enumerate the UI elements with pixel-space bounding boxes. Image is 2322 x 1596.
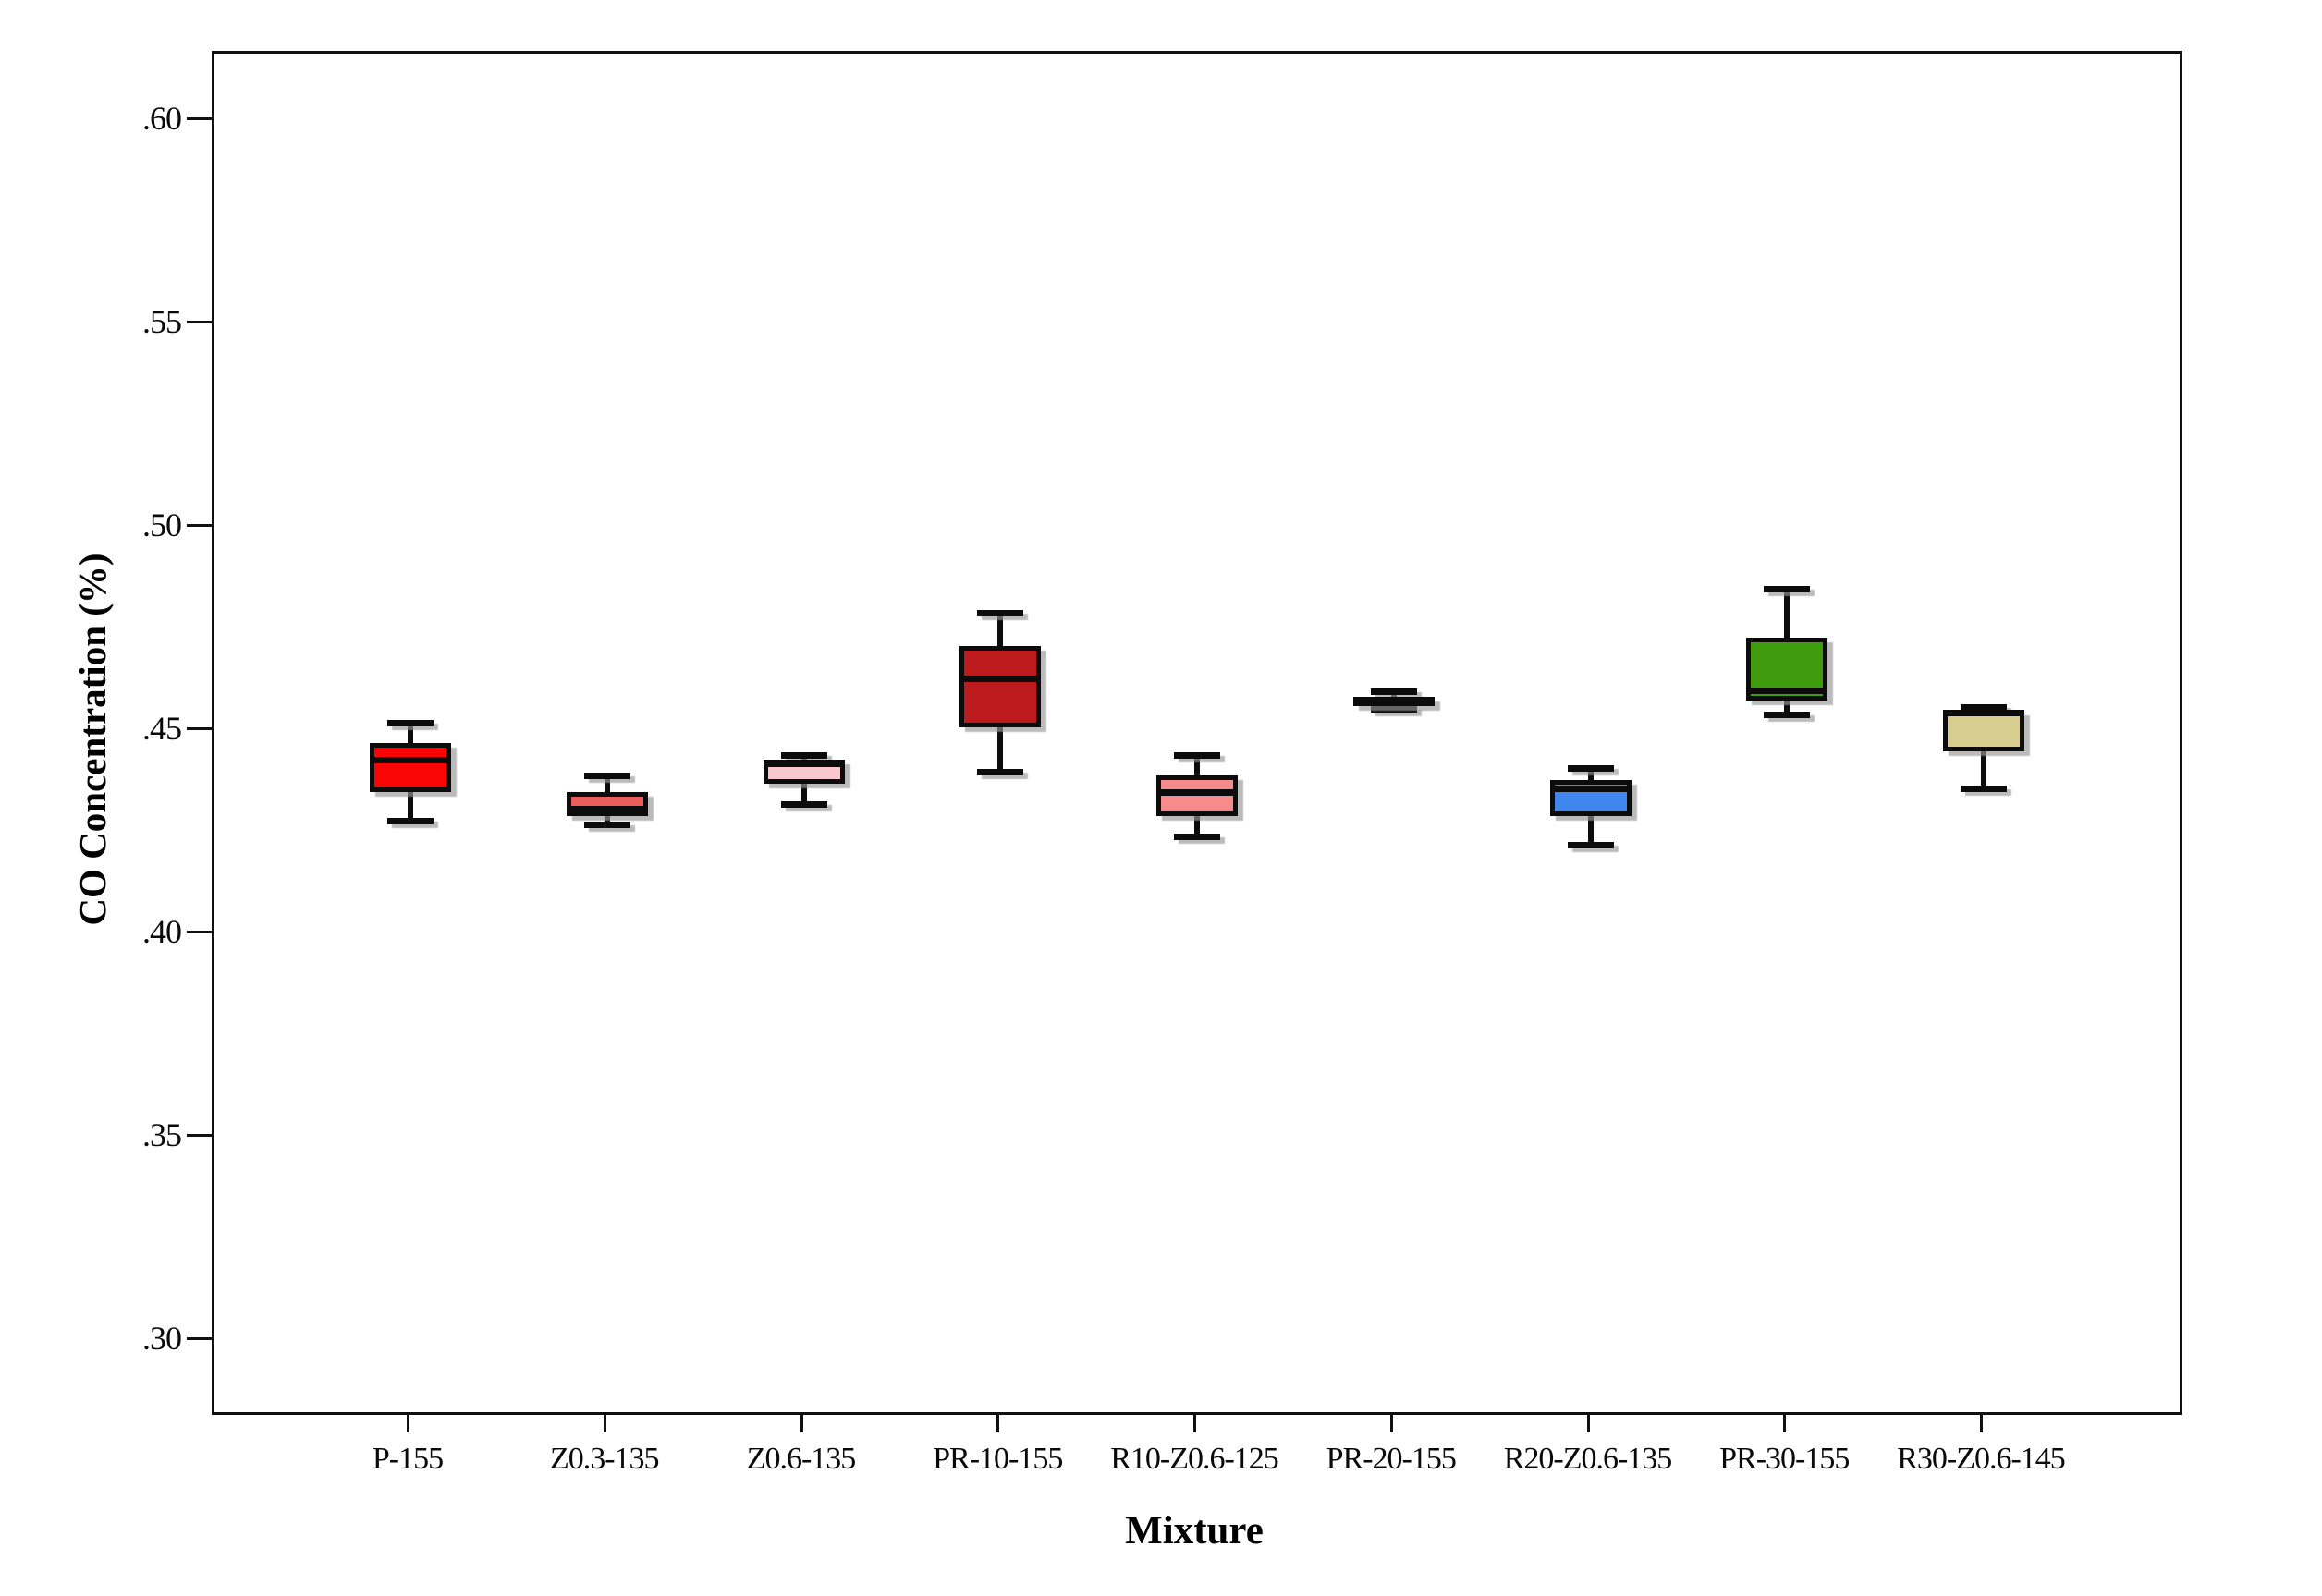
y-tick-mark: [187, 931, 212, 933]
y-tick-mark: [187, 1134, 212, 1137]
boxplot-box: [1943, 711, 2024, 751]
boxplot-box: [566, 792, 648, 817]
median-line: [370, 756, 451, 763]
upper-whisker: [1784, 589, 1790, 638]
y-tick-mark: [187, 117, 212, 121]
upper-whisker-cap: [1567, 764, 1614, 772]
boxplot-box: [370, 743, 451, 793]
lower-whisker-cap: [1370, 705, 1417, 713]
median-line: [1352, 697, 1435, 704]
upper-whisker-cap: [977, 610, 1024, 617]
upper-whisker-cap: [780, 752, 827, 760]
lower-whisker-cap: [1567, 842, 1614, 849]
upper-whisker: [1587, 767, 1594, 780]
lower-whisker: [1784, 701, 1790, 715]
x-tick-mark: [996, 1412, 1000, 1432]
lower-whisker-cap: [1961, 785, 2007, 792]
median-line: [1943, 710, 2024, 717]
upper-whisker: [604, 775, 610, 792]
upper-whisker-cap: [583, 773, 630, 780]
y-tick-label: .60: [142, 100, 182, 138]
y-tick-label: .35: [142, 1116, 182, 1153]
lower-whisker: [604, 816, 610, 825]
lower-whisker-cap: [387, 817, 434, 824]
plot-area: [212, 51, 2182, 1415]
x-tick-mark: [1389, 1412, 1393, 1432]
lower-whisker-cap: [780, 801, 827, 809]
y-tick-label: .30: [142, 1320, 182, 1357]
boxplot-box: [1549, 779, 1632, 817]
boxplot-box: [1156, 775, 1238, 817]
x-tick-mark: [1586, 1412, 1590, 1432]
x-tick-mark: [1783, 1412, 1787, 1432]
upper-whisker-cap: [1764, 586, 1811, 593]
lower-whisker: [1981, 751, 1986, 788]
lower-whisker: [1587, 816, 1594, 846]
x-tick-label: R10-Z0.6-125: [1110, 1442, 1279, 1476]
x-tick-label: R30-Z0.6-145: [1897, 1442, 2066, 1476]
x-tick-label: PR-30-155: [1719, 1442, 1850, 1476]
y-tick-mark: [187, 727, 212, 731]
upper-whisker-cap: [1174, 752, 1220, 760]
lower-whisker-cap: [583, 822, 630, 829]
median-line: [1746, 688, 1828, 695]
lower-whisker-cap: [1764, 712, 1811, 719]
y-tick-mark: [187, 1337, 212, 1340]
y-tick-label: .55: [142, 303, 182, 341]
lower-whisker: [408, 792, 413, 821]
upper-whisker-cap: [1961, 703, 2007, 711]
upper-whisker: [997, 613, 1004, 646]
x-tick-mark: [407, 1412, 409, 1432]
y-tick-mark: [187, 321, 212, 324]
x-tick-mark: [800, 1412, 803, 1432]
x-axis-title: Mixture: [1125, 1509, 1264, 1553]
x-tick-mark: [603, 1412, 606, 1432]
x-tick-label: Z0.6-135: [746, 1442, 857, 1476]
upper-whisker: [1194, 755, 1200, 776]
y-tick-label: .50: [142, 506, 182, 544]
median-line: [1156, 789, 1238, 797]
x-tick-label: PR-10-155: [933, 1442, 1063, 1476]
x-tick-mark: [1980, 1412, 1983, 1432]
median-line: [566, 805, 648, 812]
upper-whisker: [408, 723, 413, 744]
median-line: [959, 675, 1042, 682]
median-line: [763, 761, 845, 768]
lower-whisker: [800, 784, 807, 805]
x-tick-label: PR-20-155: [1326, 1442, 1457, 1476]
lower-whisker-cap: [1174, 834, 1220, 841]
median-line: [1549, 785, 1632, 792]
upper-whisker-cap: [1370, 688, 1417, 695]
x-tick-label: R20-Z0.6-135: [1503, 1442, 1673, 1476]
y-tick-label: .40: [142, 913, 182, 950]
lower-whisker: [997, 726, 1004, 772]
x-tick-mark: [1193, 1412, 1196, 1432]
boxplot-box: [959, 645, 1042, 727]
upper-whisker-cap: [387, 720, 434, 727]
x-tick-label: P-155: [372, 1442, 444, 1476]
y-tick-label: .45: [142, 710, 182, 748]
x-tick-label: Z0.3-135: [549, 1442, 660, 1476]
y-tick-mark: [187, 524, 212, 528]
lower-whisker-cap: [977, 769, 1024, 776]
lower-whisker: [1194, 816, 1200, 837]
